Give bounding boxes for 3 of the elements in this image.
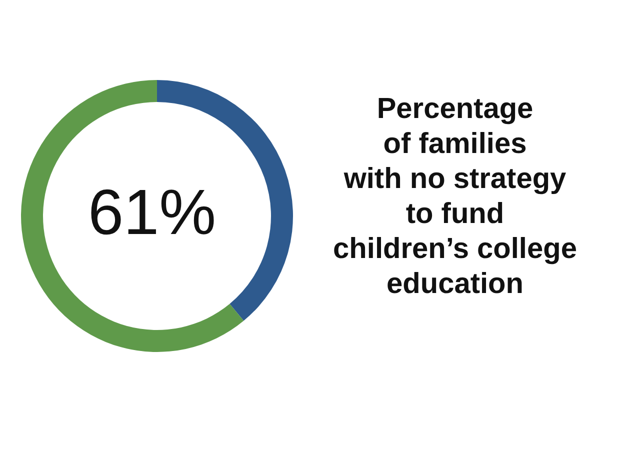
donut-slice — [21, 80, 244, 352]
data-label: 61% — [86, 176, 218, 248]
text: Percentage of families with no strategy to fund children’s college education — [332, 92, 578, 302]
